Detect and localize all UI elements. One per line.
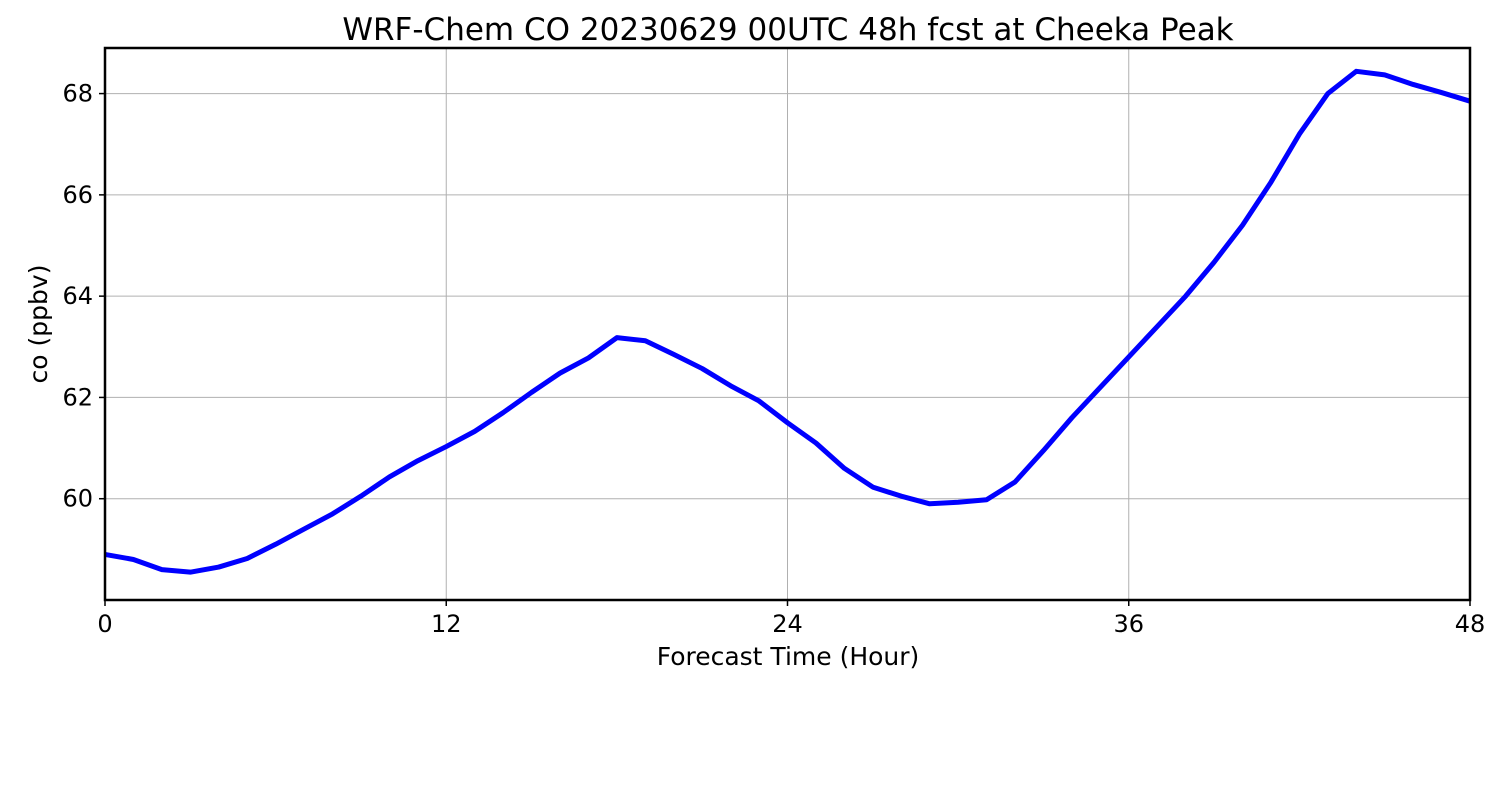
y-tick-label: 66	[62, 181, 93, 209]
x-axis-label: Forecast Time (Hour)	[657, 642, 920, 671]
axis-ticks: 0 12 24 36 48 60 62 64 66 68	[62, 80, 1485, 638]
y-tick-label: 68	[62, 80, 93, 108]
series-line-group	[104, 68, 1471, 575]
co-series-line	[104, 68, 1471, 575]
y-tick-label: 60	[62, 485, 93, 513]
grid-lines	[104, 48, 1471, 600]
x-tick-label: 12	[431, 610, 462, 638]
y-tick-label: 64	[62, 282, 93, 310]
y-tick-label: 62	[62, 383, 93, 411]
x-tick-label: 36	[1113, 610, 1144, 638]
x-tick-label: 24	[772, 610, 803, 638]
x-tick-label: 0	[97, 610, 112, 638]
y-axis-label: co (ppbv)	[24, 265, 53, 384]
chart-title: WRF-Chem CO 20230629 00UTC 48h fcst at C…	[342, 12, 1233, 48]
x-tick-label: 48	[1455, 610, 1486, 638]
